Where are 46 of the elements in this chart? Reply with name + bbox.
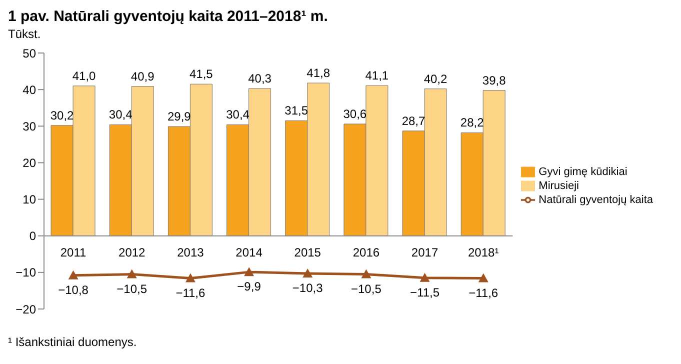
- y-tick-label: 30: [22, 119, 36, 134]
- x-tick-label: 2011: [60, 246, 87, 260]
- y-tick-label: −10: [16, 266, 36, 280]
- data-label: −10,5: [351, 282, 382, 296]
- data-label: 41,5: [190, 67, 214, 82]
- y-tick-label: 10: [22, 192, 36, 207]
- x-tick-label: 2018¹: [468, 246, 499, 260]
- x-tick-label: 2015: [294, 246, 322, 260]
- legend-label: Natūrali gyventojų kaita: [538, 194, 653, 206]
- data-label: 41,8: [306, 66, 330, 80]
- data-label: 41,1: [365, 68, 389, 83]
- data-label: 30,2: [50, 108, 74, 122]
- y-tick-label: 50: [22, 46, 36, 60]
- data-label: 28,7: [402, 114, 426, 128]
- text: ¹ Išankstiniai duomenys.: [8, 335, 138, 349]
- data-label: 40,2: [424, 72, 448, 86]
- data-label: 30,6: [343, 106, 367, 121]
- data-label: 29,9: [168, 110, 192, 124]
- data-label: 30,4: [226, 108, 250, 122]
- data-label: −10,3: [292, 281, 324, 296]
- data-label: −10,5: [116, 282, 148, 296]
- x-tick-label: 2012: [118, 246, 146, 260]
- y-tick-label: 0: [29, 229, 36, 244]
- y-tick-label: 20: [22, 156, 36, 170]
- data-label: 40,9: [130, 69, 155, 84]
- y-axis-title: Tūkst.: [8, 27, 42, 41]
- chart-title: 1 pav. Natūrali gyventojų kaita 2011–2018¹ m.: [8, 8, 329, 25]
- data-label: 30,4: [108, 108, 133, 122]
- x-tick-label: 2013: [177, 246, 204, 260]
- data-label: −11,6: [176, 286, 206, 300]
- data-label: −11,5: [410, 285, 440, 300]
- data-label: 39,8: [482, 73, 506, 88]
- data-label: 31,5: [284, 104, 308, 118]
- legend-label: Mirusieji: [538, 180, 579, 192]
- data-label: 28,2: [460, 116, 484, 130]
- data-label: −9,9: [237, 280, 262, 294]
- y-tick-label: −20: [16, 302, 36, 316]
- data-label: 41,0: [72, 68, 96, 83]
- x-tick-label: 2017: [411, 246, 438, 260]
- x-tick-label: 2014: [236, 246, 263, 260]
- legend-label: Gyvi gimę kūdikiai: [538, 166, 628, 178]
- y-tick-label: 40: [22, 82, 36, 97]
- x-tick-label: 2016: [352, 246, 380, 260]
- data-label: −10,8: [58, 282, 89, 297]
- data-label: −11,6: [468, 286, 498, 300]
- data-label: 40,3: [248, 71, 272, 86]
